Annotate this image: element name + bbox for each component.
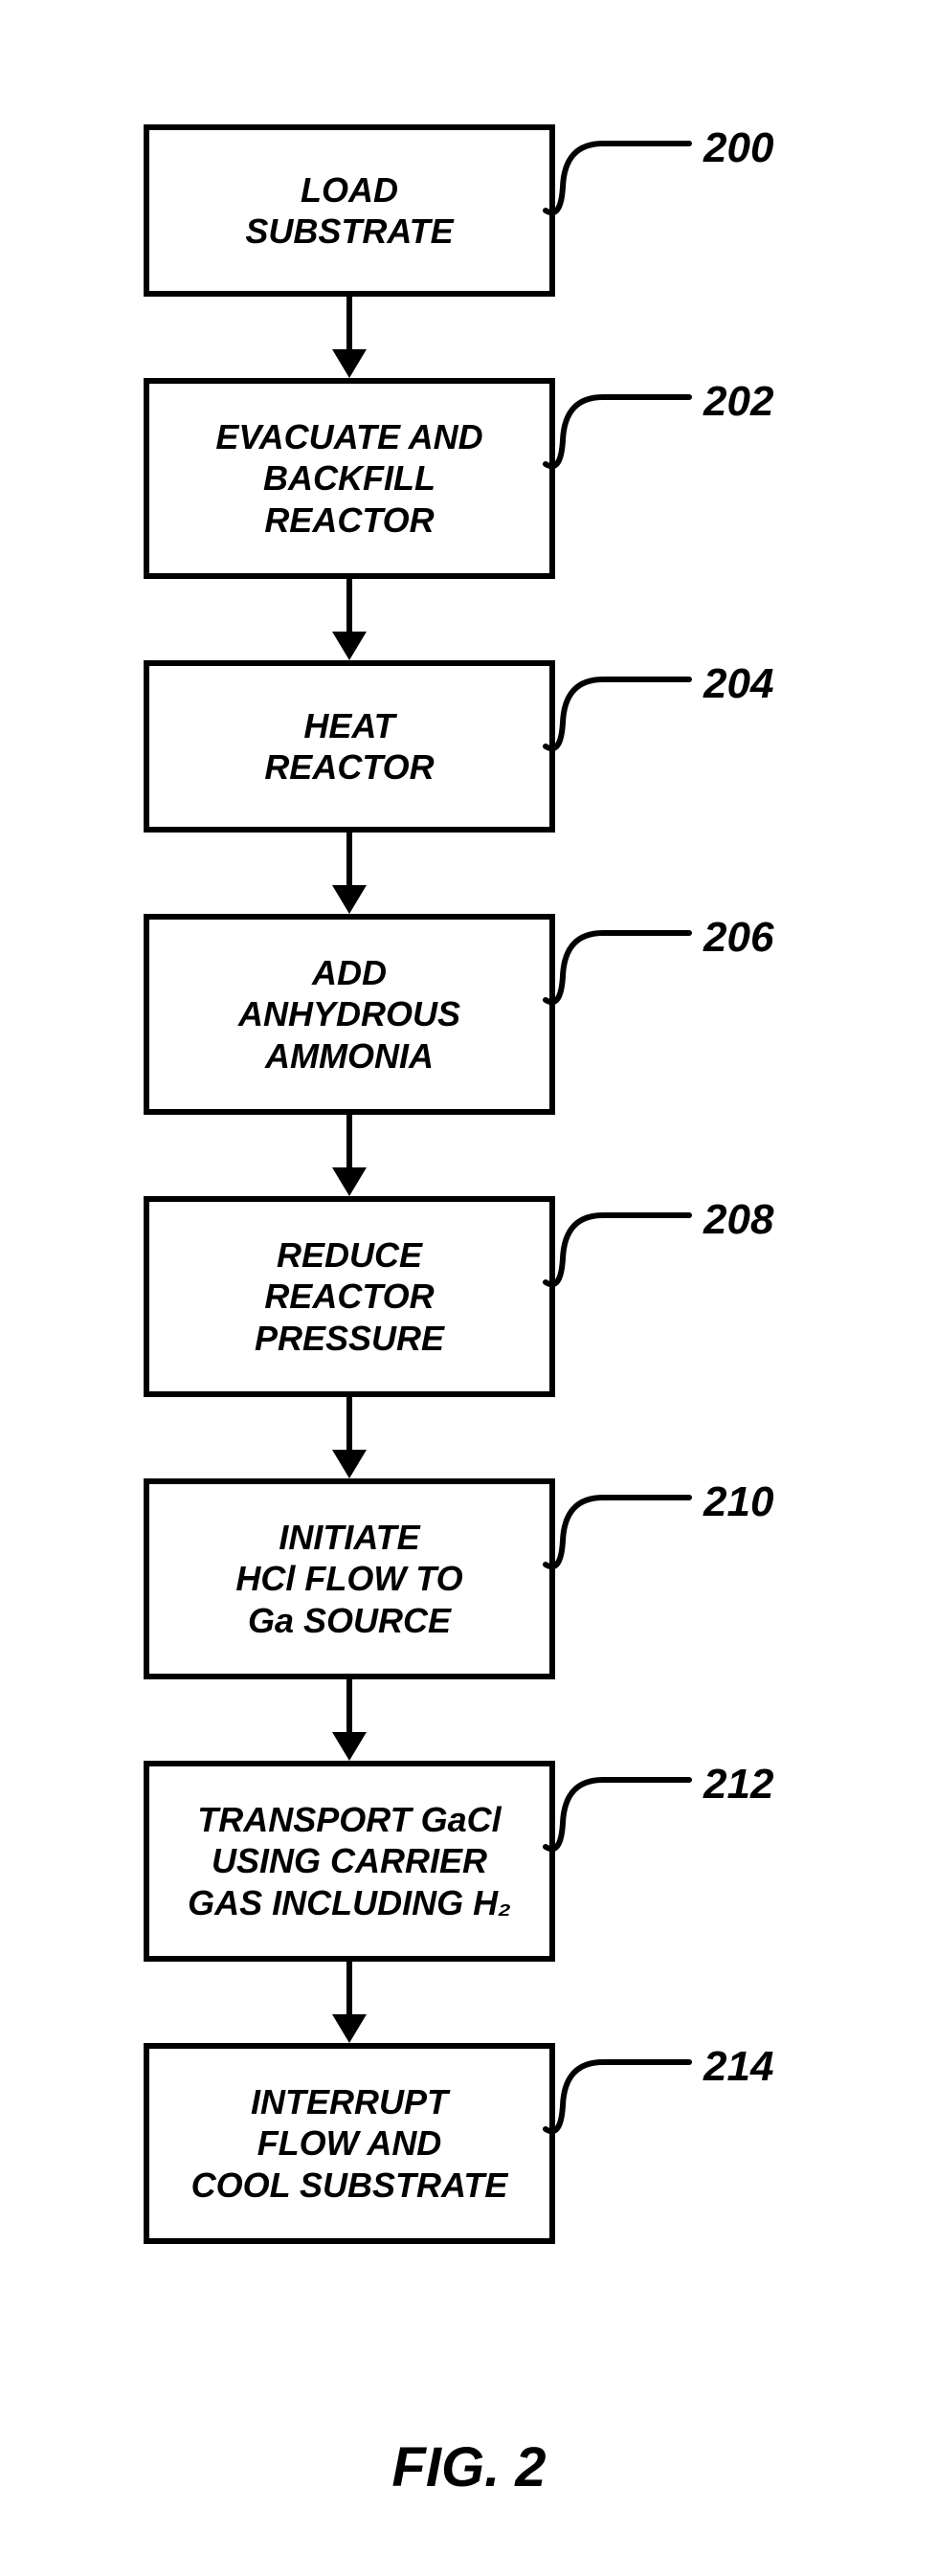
flow-arrow [144,1962,555,2043]
callout-curve [546,2033,718,2167]
arrow-head-icon [332,1732,367,1761]
step-reference-label: 212 [704,1761,773,1809]
arrow-shaft [346,833,352,885]
arrow-head-icon [332,349,367,378]
arrow-head-icon [332,632,367,660]
flow-step-202: EVACUATE ANDBACKFILLREACTOR 202 [144,378,794,579]
arrow-shaft [346,1962,352,2014]
callout-curve [546,115,718,249]
arrow-head-icon [332,1450,367,1478]
callout-curve [546,904,718,1038]
step-text: INITIATEHCl FLOW TOGa SOURCE [235,1517,462,1641]
arrow-shaft [346,1115,352,1167]
arrow-shaft [346,1679,352,1732]
step-text: REDUCEREACTORPRESSURE [255,1234,444,1359]
callout-curve [546,368,718,502]
step-box: EVACUATE ANDBACKFILLREACTOR [144,378,555,579]
step-text: INTERRUPTFLOW ANDCOOL SUBSTRATE [191,2081,508,2206]
step-text: LOADSUBSTRATE [245,169,453,252]
step-reference-label: 200 [704,124,773,172]
arrow-shaft [346,579,352,632]
callout-curve [546,1751,718,1885]
flow-step-200: LOADSUBSTRATE 200 [144,124,794,297]
step-reference-label: 204 [704,660,773,708]
flowchart-container: LOADSUBSTRATE 200 EVACUATE ANDBACKFILLREAC… [144,124,794,2244]
step-text: EVACUATE ANDBACKFILLREACTOR [215,416,482,541]
arrow-head-icon [332,1167,367,1196]
step-box: REDUCEREACTORPRESSURE [144,1196,555,1397]
arrow-shaft [346,1397,352,1450]
step-box: ADDANHYDROUSAMMONIA [144,914,555,1115]
step-box: TRANSPORT GaClUSING CARRIERGAS INCLUDING… [144,1761,555,1962]
flow-step-212: TRANSPORT GaClUSING CARRIERGAS INCLUDING… [144,1761,794,1962]
figure-caption: FIG. 2 [0,2435,938,2499]
step-text: HEATREACTOR [264,705,434,788]
arrow-head-icon [332,2014,367,2043]
flow-step-204: HEATREACTOR 204 [144,660,794,833]
arrow-shaft [346,297,352,349]
flow-step-210: INITIATEHCl FLOW TOGa SOURCE 210 [144,1478,794,1679]
callout-curve [546,651,718,785]
step-text: TRANSPORT GaClUSING CARRIERGAS INCLUDING… [188,1799,511,1923]
step-box: INTERRUPTFLOW ANDCOOL SUBSTRATE [144,2043,555,2244]
flow-step-206: ADDANHYDROUSAMMONIA 206 [144,914,794,1115]
step-box: HEATREACTOR [144,660,555,833]
flow-step-214: INTERRUPTFLOW ANDCOOL SUBSTRATE 214 [144,2043,794,2244]
flow-arrow [144,1679,555,1761]
arrow-head-icon [332,885,367,914]
callout-curve [546,1469,718,1603]
flow-arrow [144,297,555,378]
flow-arrow [144,1397,555,1478]
flow-step-208: REDUCEREACTORPRESSURE 208 [144,1196,794,1397]
flow-arrow [144,1115,555,1196]
step-reference-label: 202 [704,378,773,426]
flow-arrow [144,579,555,660]
step-reference-label: 214 [704,2043,773,2091]
step-box: LOADSUBSTRATE [144,124,555,297]
step-box: INITIATEHCl FLOW TOGa SOURCE [144,1478,555,1679]
step-text: ADDANHYDROUSAMMONIA [238,952,460,1077]
step-reference-label: 210 [704,1478,773,1526]
step-reference-label: 206 [704,914,773,962]
step-reference-label: 208 [704,1196,773,1244]
callout-curve [546,1187,718,1321]
flow-arrow [144,833,555,914]
